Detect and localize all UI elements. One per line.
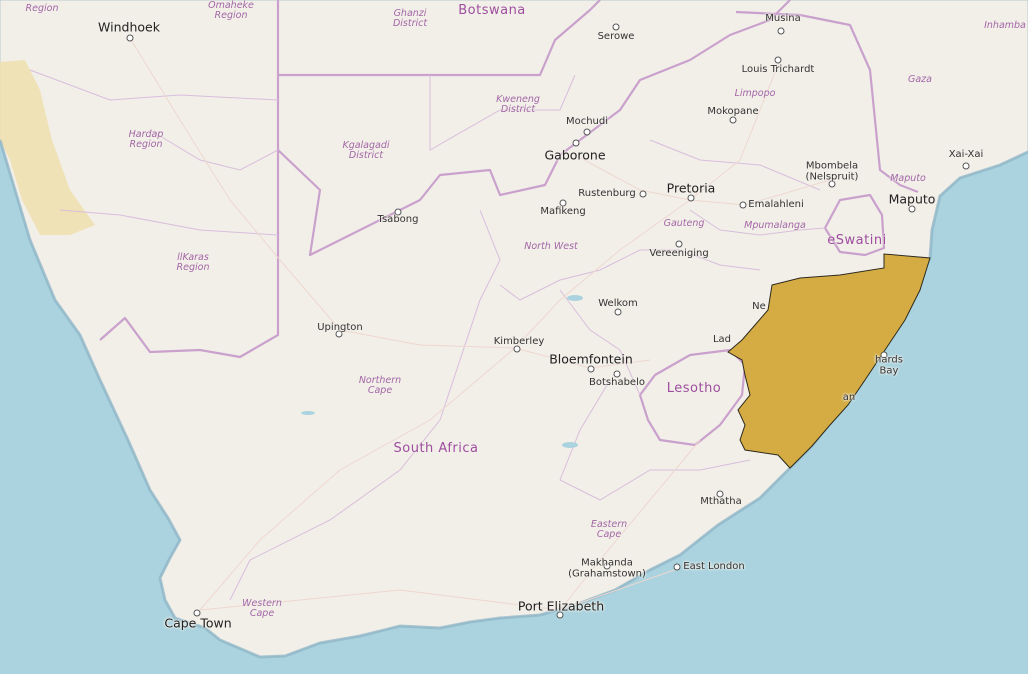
- country-borders: [99, 0, 919, 447]
- city-marker: [774, 56, 782, 64]
- region-label-kgalagadi: Kgalagadi District: [342, 140, 390, 161]
- city-marker: [828, 180, 836, 188]
- city-label-ladysmith: Lad: [712, 333, 732, 345]
- city-marker: [556, 611, 564, 619]
- city-marker: [675, 240, 683, 248]
- city-label-richards-bay: hards Bay: [875, 354, 903, 376]
- city-marker: [687, 194, 695, 202]
- city-label-pretoria: Pretoria: [666, 180, 716, 196]
- region-label-limpopo: Limpopo: [734, 88, 776, 100]
- city-label-east-london: East London: [683, 560, 745, 572]
- city-label-mochudi: Mochudi: [565, 115, 609, 127]
- region-label-north-west: North West: [524, 241, 578, 253]
- city-marker: [394, 208, 402, 216]
- city-marker: [614, 308, 622, 316]
- lake: [301, 411, 315, 415]
- city-label-windhoek: Windhoek: [98, 19, 160, 35]
- city-label-vereeniging: Vereeniging: [649, 247, 709, 259]
- city-label-mokopane: Mokopane: [707, 105, 759, 117]
- region-label-omaheke: Omaheke Region: [208, 0, 254, 21]
- region-label-maputo: Maputo: [890, 173, 926, 185]
- lake: [562, 442, 578, 448]
- country-label-eswatini: eSwatini: [827, 233, 887, 249]
- namib-desert: [0, 60, 95, 235]
- city-label-cape-town: Cape Town: [164, 615, 232, 631]
- city-label-welkom: Welkom: [598, 297, 638, 309]
- city-label-xai-xai: Xai-Xai: [948, 148, 984, 160]
- highlighted-province-kwazulu-natal[interactable]: [727, 253, 931, 469]
- city-label-musina: Musina: [765, 12, 801, 24]
- region-label-ghanzi: Ghanzi District: [392, 8, 428, 29]
- city-marker: [639, 190, 647, 198]
- region-label-inhambane: Inhamba: [984, 20, 1026, 32]
- city-marker: [603, 562, 611, 570]
- city-marker: [962, 162, 970, 170]
- city-label-botshabelo: Botshabelo: [589, 376, 645, 388]
- city-label-mbombela: Mbombela (Nelspruit): [805, 160, 859, 182]
- region-label-western-cape: Western Cape: [242, 598, 282, 619]
- region-label-northern-cape: Northern Cape: [358, 375, 402, 396]
- city-label-newcastle: Ne: [752, 300, 766, 312]
- city-marker: [777, 27, 785, 35]
- city-marker: [729, 116, 737, 124]
- city-label-bloemfontein: Bloemfontein: [549, 351, 633, 367]
- lake: [567, 295, 583, 301]
- region-label: Region: [25, 3, 59, 15]
- city-marker: [673, 563, 681, 571]
- city-label-durban: an: [842, 391, 856, 403]
- city-label-maputo: Maputo: [888, 191, 936, 207]
- city-marker: [612, 23, 620, 31]
- region-label-hardap: Hardap Region: [128, 129, 164, 150]
- city-marker: [559, 199, 567, 207]
- region-label-gauteng: Gauteng: [663, 218, 705, 230]
- province-borders: [29, 69, 826, 601]
- city-marker: [587, 365, 595, 373]
- city-label-kimberley: Kimberley: [493, 335, 545, 347]
- city-label-emalahleni: Emalahleni: [748, 198, 804, 210]
- city-marker: [583, 128, 591, 136]
- city-label-mafikeng: Mafikeng: [540, 205, 586, 217]
- region-label-kweneng: Kweneng District: [496, 94, 540, 115]
- region-label-mpumalanga: Mpumalanga: [744, 220, 806, 232]
- city-label-serowe: Serowe: [597, 30, 635, 42]
- country-label-south-africa: South Africa: [393, 441, 479, 457]
- city-marker: [716, 490, 724, 498]
- city-marker: [613, 370, 621, 378]
- city-marker: [739, 201, 747, 209]
- city-marker: [908, 205, 916, 213]
- city-marker: [193, 609, 201, 617]
- region-label-eastern-cape: Eastern Cape: [590, 519, 628, 540]
- city-label-gaborone: Gaborone: [544, 147, 606, 163]
- region-label-ilkaras: llKaras Region: [176, 252, 210, 273]
- city-marker: [572, 139, 580, 147]
- city-label-port-elizabeth: Port Elizabeth: [517, 598, 605, 614]
- region-label-gaza: Gaza: [908, 74, 932, 86]
- city-label-upington: Upington: [317, 321, 363, 333]
- city-label-mthatha: Mthatha: [700, 495, 742, 507]
- city-label-rustenburg: Rustenburg: [578, 187, 636, 199]
- city-label-tsabong: Tsabong: [377, 213, 419, 225]
- city-marker: [880, 351, 888, 359]
- city-marker: [513, 345, 521, 353]
- country-label-botswana: Botswana: [458, 3, 526, 19]
- city-marker: [335, 330, 343, 338]
- city-marker: [126, 34, 134, 42]
- city-label-louis-trichardt: Louis Trichardt: [741, 63, 815, 75]
- country-label-lesotho: Lesotho: [666, 381, 722, 397]
- city-label-makhanda: Makhanda (Grahamstown): [568, 557, 646, 579]
